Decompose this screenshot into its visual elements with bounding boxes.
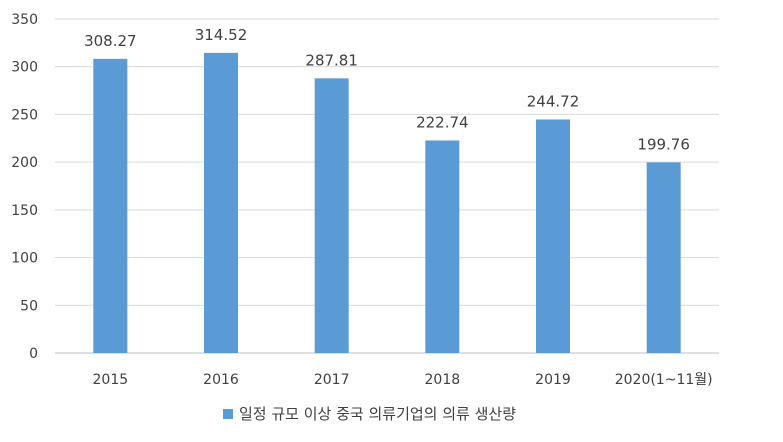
y-tick-label: 250 xyxy=(11,107,38,123)
y-tick-label: 350 xyxy=(11,12,38,28)
y-tick-label: 100 xyxy=(11,251,38,267)
data-label: 287.81 xyxy=(305,51,358,69)
bar xyxy=(646,162,681,353)
bars xyxy=(93,52,681,354)
y-tick-label: 300 xyxy=(11,60,38,76)
data-label: 222.74 xyxy=(416,113,469,131)
bar xyxy=(425,140,460,353)
x-tick-label: 2017 xyxy=(314,372,350,388)
bar xyxy=(314,78,349,353)
y-tick-label: 200 xyxy=(11,155,38,171)
x-axis-ticks: 2015 2016 2017 2018 2019 2020(1~11월) xyxy=(93,372,713,388)
legend-swatch xyxy=(223,409,233,419)
legend-label: 일정 규모 이상 중국 의류기업의 의류 생산량 xyxy=(239,405,516,423)
gridlines xyxy=(55,18,719,354)
data-label: 314.52 xyxy=(195,26,248,44)
data-label: 308.27 xyxy=(84,32,137,50)
y-tick-label: 0 xyxy=(29,346,38,362)
data-label: 244.72 xyxy=(527,92,580,110)
bar xyxy=(93,58,128,354)
bar xyxy=(536,119,570,354)
x-tick-label: 2016 xyxy=(203,372,239,388)
x-tick-label: 2015 xyxy=(93,372,129,388)
legend: 일정 규모 이상 중국 의류기업의 의류 생산량 xyxy=(223,405,516,423)
bar xyxy=(204,52,238,353)
data-label: 199.76 xyxy=(637,135,690,153)
x-tick-label: 2020(1~11월) xyxy=(615,372,713,388)
y-axis-ticks: 0 50 100 150 200 250 300 350 xyxy=(11,12,38,362)
x-tick-label: 2018 xyxy=(425,372,461,388)
x-tick-label: 2019 xyxy=(535,372,571,388)
y-tick-label: 150 xyxy=(11,203,38,219)
data-labels: 308.27 314.52 287.81 222.74 244.72 199.76 xyxy=(84,26,690,154)
y-tick-label: 50 xyxy=(20,298,38,314)
